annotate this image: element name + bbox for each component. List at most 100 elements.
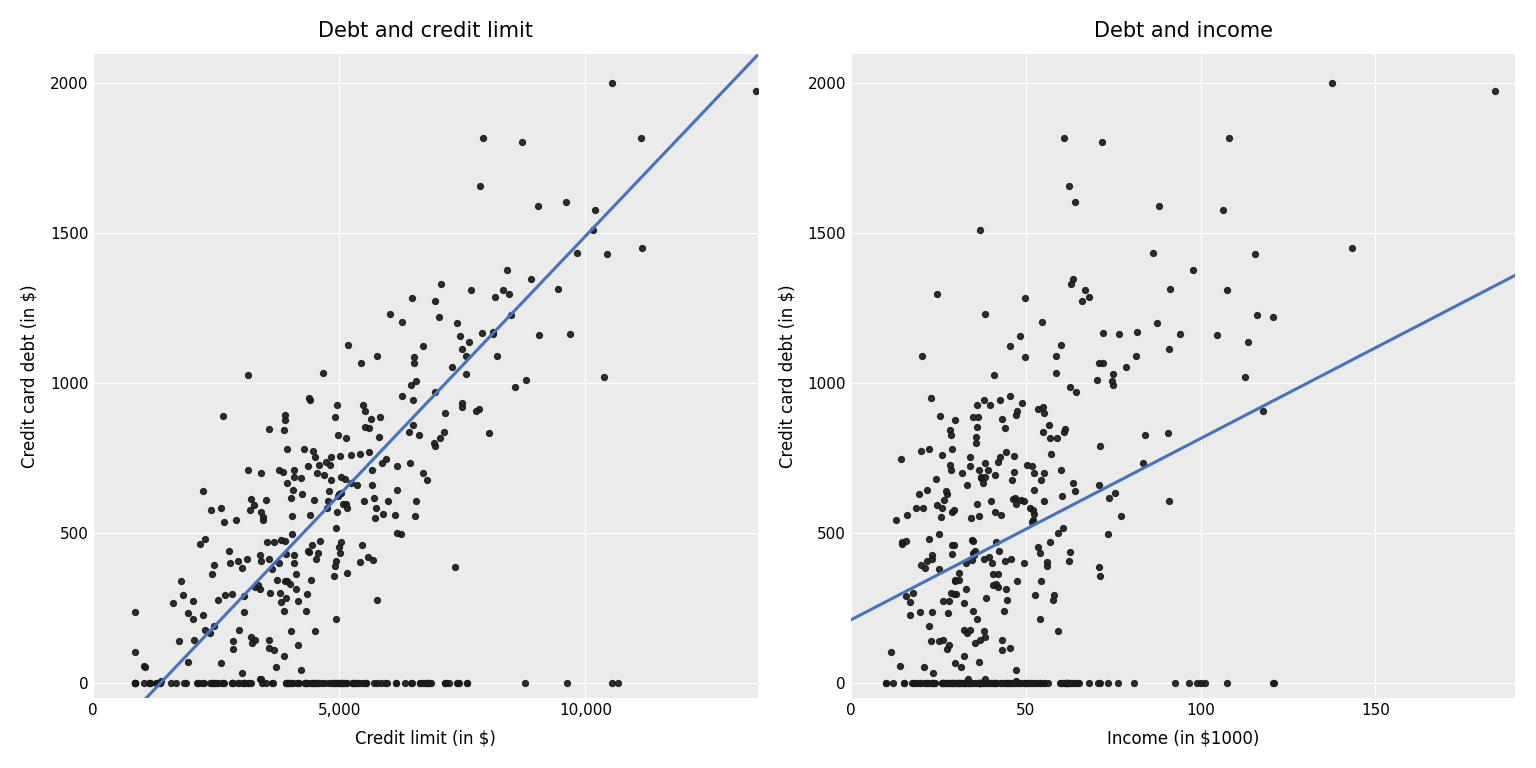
Point: [201, 558, 226, 571]
Point: [278, 677, 303, 690]
Point: [1057, 677, 1081, 690]
Point: [938, 677, 963, 690]
Point: [986, 456, 1011, 468]
Point: [923, 473, 948, 485]
Point: [209, 502, 233, 514]
Point: [1217, 132, 1241, 144]
Point: [404, 495, 429, 507]
Point: [1021, 467, 1046, 479]
Point: [333, 498, 358, 510]
Point: [1005, 405, 1029, 417]
Point: [247, 674, 272, 686]
Point: [427, 311, 452, 323]
Point: [303, 624, 327, 637]
Point: [1051, 490, 1075, 502]
Point: [330, 677, 355, 690]
Point: [293, 677, 318, 690]
Point: [253, 677, 278, 690]
Point: [1028, 614, 1052, 626]
Point: [350, 538, 375, 551]
Point: [919, 677, 943, 690]
Point: [995, 677, 1020, 690]
Point: [329, 677, 353, 690]
Point: [946, 677, 971, 690]
Point: [498, 288, 522, 300]
Point: [1132, 429, 1157, 441]
Point: [272, 424, 296, 436]
Point: [963, 432, 988, 444]
Point: [321, 677, 346, 690]
Point: [943, 575, 968, 588]
Point: [942, 677, 966, 690]
Point: [1141, 247, 1166, 260]
Point: [481, 326, 505, 338]
Point: [386, 459, 410, 472]
Point: [289, 472, 313, 485]
Point: [952, 677, 977, 690]
Point: [929, 502, 954, 515]
Point: [170, 677, 195, 690]
Point: [989, 508, 1014, 521]
Point: [1097, 492, 1121, 504]
Point: [983, 578, 1008, 590]
Point: [1077, 677, 1101, 690]
Point: [1028, 677, 1052, 690]
Point: [149, 675, 174, 687]
Point: [1032, 467, 1057, 479]
Point: [945, 677, 969, 690]
Point: [243, 634, 267, 646]
Point: [525, 200, 550, 212]
Point: [938, 459, 963, 472]
Point: [367, 432, 392, 444]
Point: [997, 677, 1021, 690]
Point: [249, 506, 273, 518]
Point: [306, 677, 330, 690]
Point: [1086, 479, 1111, 492]
Point: [272, 604, 296, 617]
Point: [170, 589, 195, 601]
Point: [1086, 677, 1111, 690]
Point: [874, 677, 899, 690]
Point: [952, 677, 977, 690]
Point: [499, 309, 524, 321]
Point: [295, 545, 319, 557]
Point: [187, 538, 212, 550]
Point: [925, 288, 949, 300]
Point: [955, 674, 980, 686]
Point: [304, 677, 329, 690]
Point: [949, 677, 974, 690]
Point: [513, 677, 538, 690]
Point: [326, 429, 350, 441]
Point: [192, 677, 217, 690]
Point: [983, 468, 1008, 481]
Point: [1169, 328, 1193, 340]
Point: [246, 578, 270, 591]
Point: [900, 677, 925, 690]
Point: [261, 677, 286, 690]
Point: [1017, 677, 1041, 690]
Point: [1089, 135, 1114, 147]
Point: [432, 425, 456, 438]
Point: [447, 677, 472, 690]
Point: [954, 583, 978, 595]
Point: [937, 595, 962, 607]
Point: [247, 583, 272, 595]
Point: [235, 369, 260, 381]
Point: [169, 575, 194, 588]
Point: [390, 316, 415, 328]
Point: [938, 677, 963, 690]
Point: [450, 396, 475, 409]
Point: [455, 350, 479, 362]
Point: [160, 597, 184, 609]
Point: [390, 389, 415, 402]
Point: [1055, 677, 1080, 690]
Point: [1058, 677, 1083, 690]
Point: [190, 609, 215, 621]
Point: [558, 328, 582, 340]
Point: [1035, 560, 1060, 572]
Point: [323, 560, 347, 572]
Point: [1054, 677, 1078, 690]
Point: [361, 554, 386, 566]
Point: [327, 547, 352, 559]
Point: [1215, 284, 1240, 296]
